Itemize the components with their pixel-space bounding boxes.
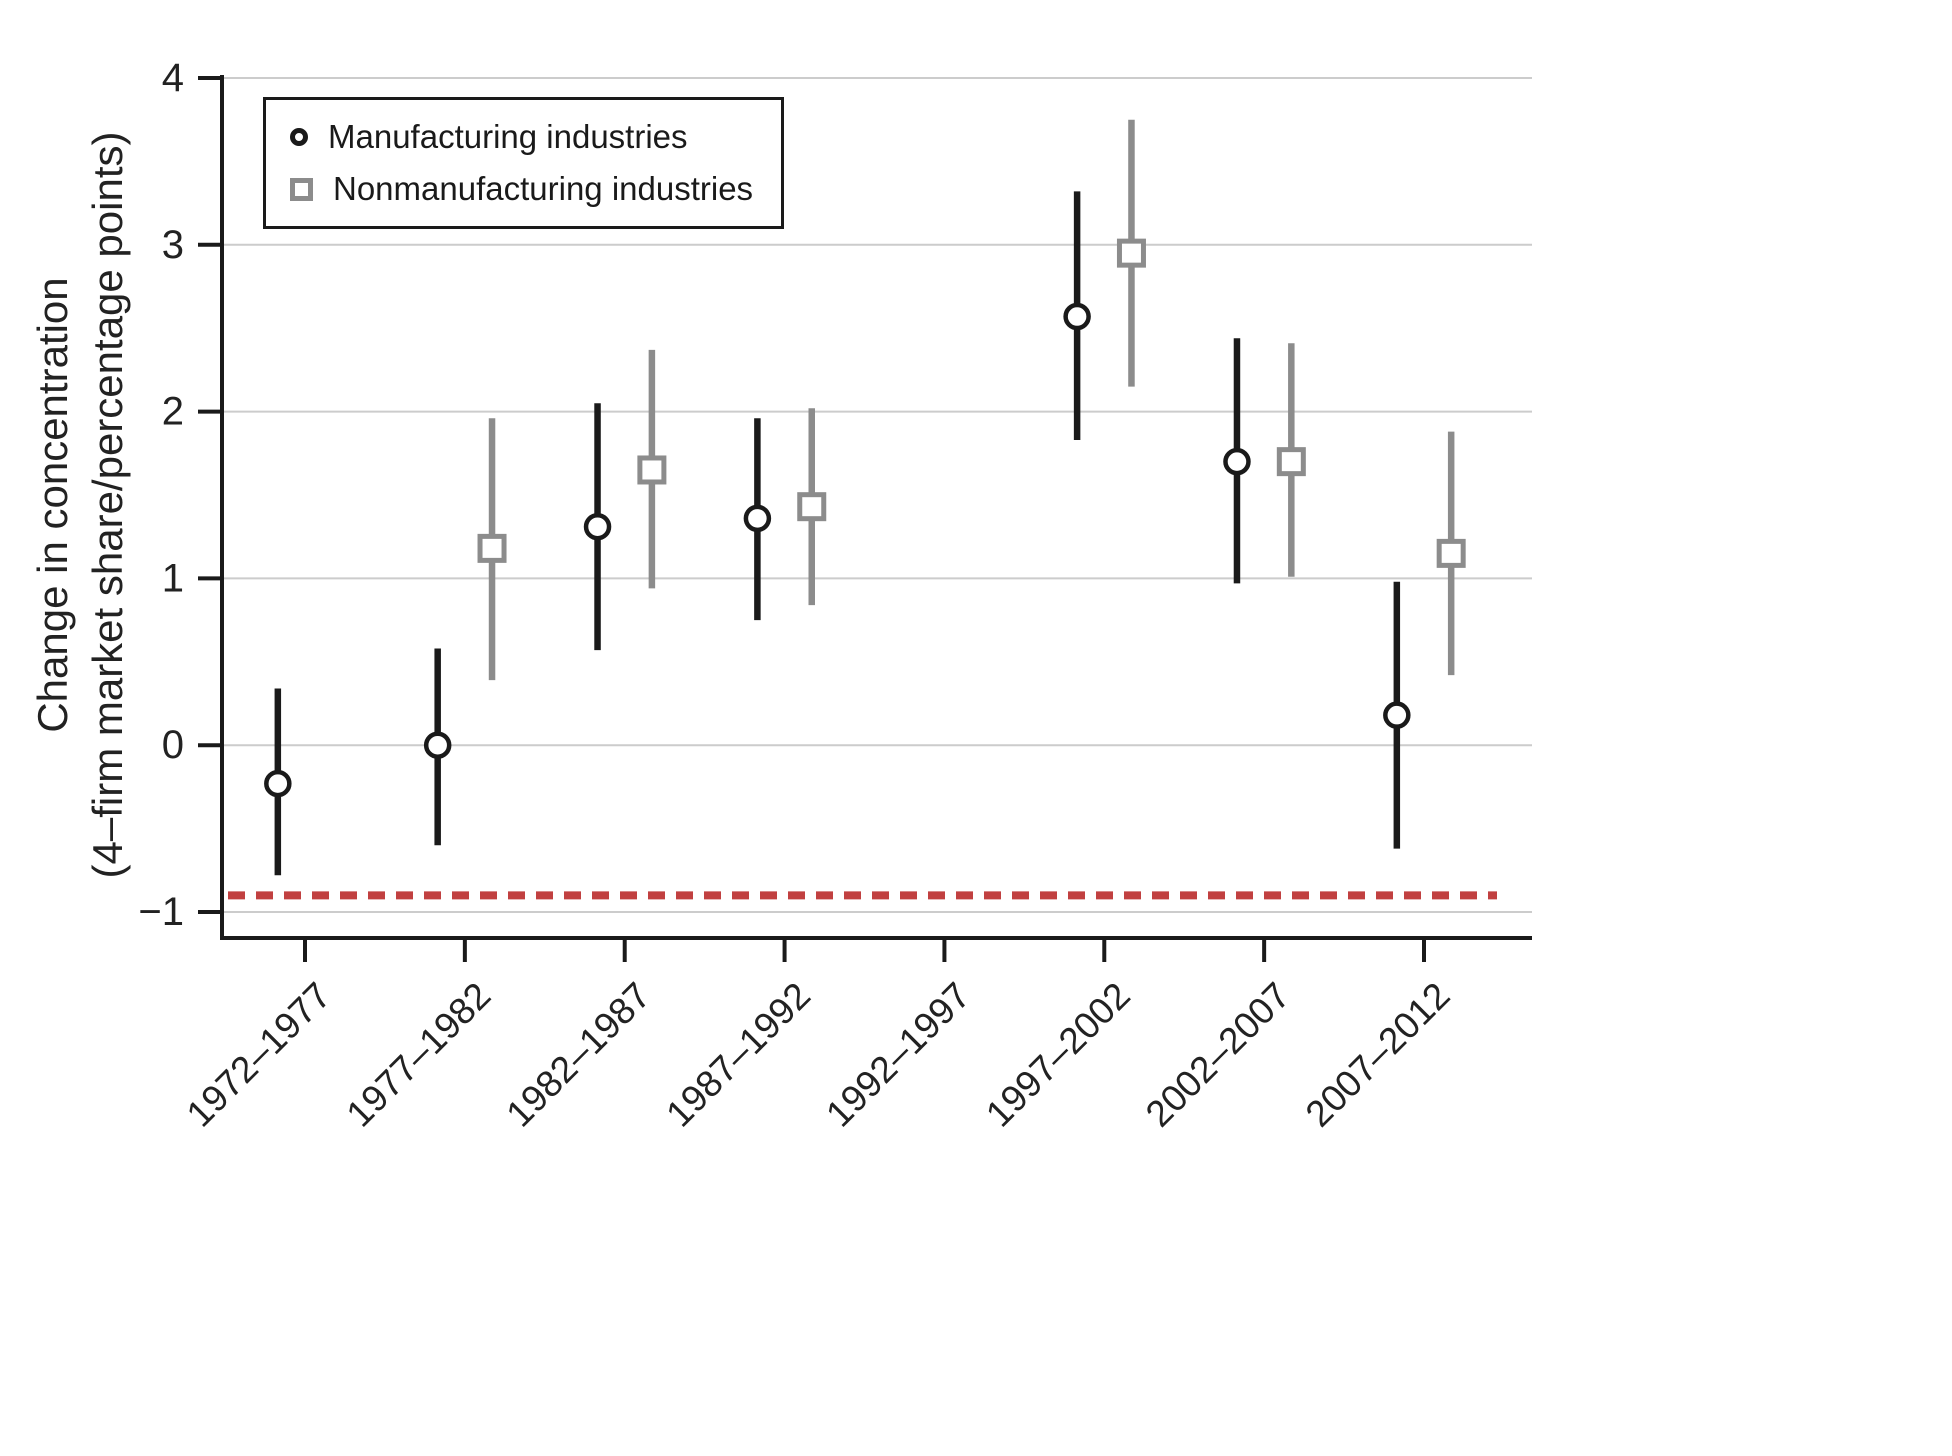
x-tick-label: 2002–2007: [1138, 975, 1298, 1135]
y-tick-label: 3: [162, 223, 184, 267]
legend: Manufacturing industries Nonmanufacturin…: [263, 97, 785, 229]
data-point-circle: [743, 504, 772, 533]
y-axis-title-line1: Change in concentration: [29, 277, 76, 733]
y-axis-title: Change in concentration (4–firm market s…: [26, 45, 138, 965]
x-tick-label: 1987–1992: [658, 975, 818, 1135]
data-point-circle: [423, 731, 452, 759]
data-point-square: [477, 533, 507, 563]
data-point-circle: [264, 769, 292, 798]
data-point-square: [797, 492, 827, 522]
x-tick-label: 1977–1982: [339, 975, 499, 1135]
circle-marker-icon: [290, 128, 308, 146]
x-tick-label: 1992–1997: [818, 975, 978, 1135]
x-tick-label: 2007–2012: [1298, 975, 1458, 1135]
data-point-square: [1276, 447, 1306, 477]
legend-item-manufacturing: Manufacturing industries: [290, 118, 753, 156]
y-tick-label: 1: [162, 556, 184, 600]
legend-item-nonmanufacturing: Nonmanufacturing industries: [290, 170, 753, 208]
y-tick-label: 4: [162, 56, 184, 100]
data-point-square: [637, 455, 667, 485]
x-tick-label: 1982–1987: [498, 975, 658, 1135]
data-point-square: [1436, 538, 1466, 568]
legend-label-nonmanufacturing: Nonmanufacturing industries: [333, 170, 754, 207]
x-tick-label: 1997–2002: [978, 975, 1138, 1135]
square-marker-icon: [290, 177, 313, 201]
x-tick-label: 1972–1977: [179, 975, 339, 1135]
data-point-square: [1116, 238, 1146, 268]
legend-label-manufacturing: Manufacturing industries: [328, 118, 688, 155]
y-axis-title-line2: (4–firm market share/percentage points): [83, 131, 131, 879]
data-point-circle: [1383, 701, 1411, 729]
y-tick-label: 0: [162, 723, 184, 767]
y-tick-label: −1: [138, 890, 184, 934]
data-point-circle: [1063, 302, 1091, 331]
data-point-circle: [583, 512, 612, 541]
y-tick-label: 2: [162, 390, 184, 434]
data-point-circle: [1223, 447, 1251, 476]
